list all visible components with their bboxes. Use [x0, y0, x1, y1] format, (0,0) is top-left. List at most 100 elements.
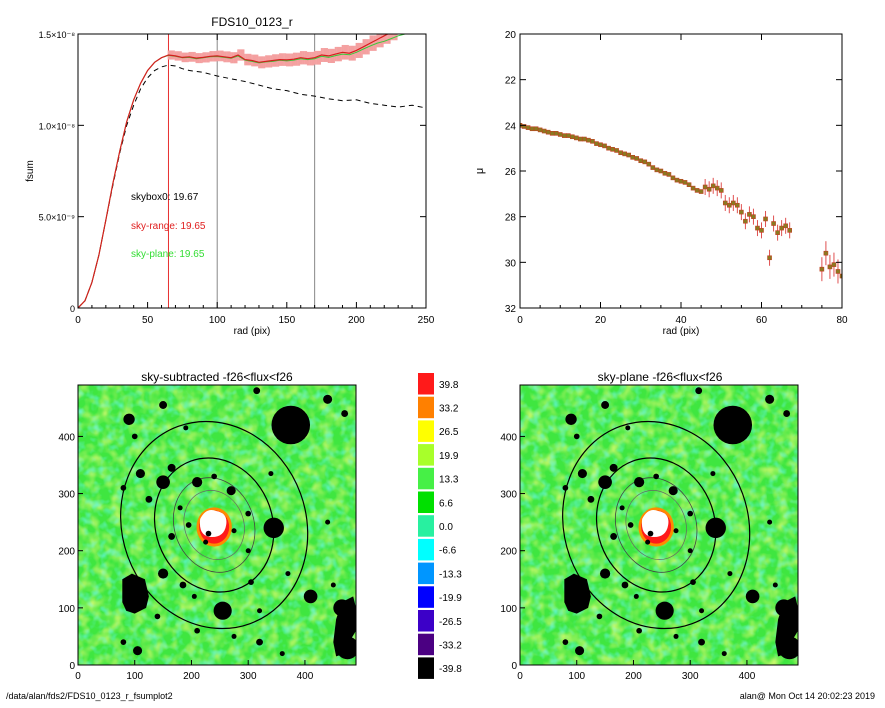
mu-point: [646, 161, 652, 167]
colorbar-swatch: [418, 491, 434, 513]
star-mask: [695, 387, 703, 395]
fsum-error-bars: [167, 34, 398, 69]
colorbar-label: 0.0: [439, 522, 453, 533]
mu-point: [771, 221, 776, 226]
mu-point: [670, 175, 676, 181]
mu-point: [678, 178, 684, 184]
star-mask: [253, 387, 261, 395]
mu-point: [533, 126, 539, 132]
mu-point: [722, 200, 728, 206]
isophote-ellipse-0: [120, 420, 309, 630]
mu-x-tick-label: 20: [595, 315, 607, 326]
mu-point: [541, 128, 547, 134]
star-mask: [690, 579, 696, 585]
isophote-ellipse-3: [625, 490, 687, 560]
star-mask: [599, 568, 611, 579]
colorbar-label: -19.9: [439, 593, 462, 604]
mu-y-tick-label: 20: [505, 30, 517, 41]
star-mask: [157, 568, 169, 579]
image-x-tick-label: 400: [739, 671, 756, 682]
galaxy-core: [641, 510, 669, 537]
colorbar-label: -33.2: [439, 640, 462, 651]
star-mask: [303, 589, 318, 604]
mu-point: [662, 170, 668, 176]
footer-user-timestamp: alan@ Mon Oct 14 20:02:23 2019: [739, 691, 875, 701]
image-y-tick-label: 100: [58, 604, 75, 615]
fsum-y-tick-label: 5.0×10⁻⁹: [39, 213, 76, 223]
mu-point: [666, 172, 672, 177]
colorbar-label: 19.9: [439, 451, 459, 462]
star-mask: [268, 471, 274, 477]
image-y-tick-label: 300: [500, 490, 517, 501]
fsum-y-label: fsum: [25, 160, 36, 182]
mu-point: [839, 273, 842, 279]
star-mask: [601, 401, 610, 409]
mu-points: [520, 123, 842, 289]
mu-point: [642, 159, 648, 165]
star-mask: [713, 405, 753, 445]
star-mask: [577, 469, 587, 479]
star-mask: [245, 510, 252, 517]
colorbar-swatch: [418, 538, 434, 561]
mu-x-label: rad (pix): [663, 326, 700, 337]
star-mask: [619, 505, 625, 511]
star-mask: [634, 477, 645, 488]
mu-point: [537, 127, 543, 133]
mu-axis-ticks: 0 20 40 60 80 20 22 24 26 28 30 32: [505, 30, 848, 326]
star-mask: [775, 596, 798, 657]
mu-point: [586, 137, 591, 143]
colorbar-swatch: [418, 562, 434, 585]
mu-point: [819, 266, 825, 272]
star-mask: [562, 485, 569, 491]
image-y-tick-label: 200: [58, 547, 75, 558]
colorbar-label: 39.8: [439, 380, 459, 391]
mu-point: [634, 156, 640, 161]
sky-subtracted-panel: sky-subtracted -f26<flux<f26 00 100 100 200…: [58, 370, 357, 682]
mu-point: [561, 133, 567, 138]
mu-point: [710, 183, 716, 189]
image-y-tick-label: 400: [500, 432, 517, 443]
sky-plane-axis-ticks: 00 100 100 200 200 300 300 400 400: [500, 432, 755, 682]
star-mask: [673, 528, 679, 534]
colorbar-swatch: [418, 515, 434, 537]
mu-point: [525, 125, 531, 130]
footer-file-path: /data/alan/fds2/FDS10_0123_r_fsumplot2: [6, 691, 173, 701]
star-mask: [179, 581, 187, 589]
star-mask: [587, 495, 595, 503]
star-mask: [783, 410, 791, 417]
mu-point: [755, 225, 760, 231]
image-x-tick-label: 300: [682, 671, 699, 682]
mu-point: [726, 202, 732, 208]
mu-point: [654, 167, 660, 173]
star-mask: [120, 485, 127, 491]
star-mask: [668, 486, 678, 496]
star-mask: [698, 638, 705, 646]
mu-point: [682, 180, 688, 185]
mu-point: [779, 225, 784, 231]
star-mask: [231, 528, 237, 534]
fsum-title: FDS10_0123_r: [211, 15, 292, 29]
star-mask: [248, 579, 254, 585]
star-mask: [333, 596, 356, 657]
mu-point: [622, 151, 627, 157]
image-x-tick-label: 400: [297, 671, 314, 682]
fsum-panel: FDS10_0123_r 0 50 100 150 200 250 0 5.0×10⁻⁹ 1.0…: [25, 15, 435, 337]
star-mask: [673, 633, 679, 639]
mu-point: [731, 200, 736, 206]
star-mask: [598, 475, 612, 489]
mu-point: [714, 185, 720, 191]
mu-point: [702, 184, 708, 190]
star-mask: [325, 519, 331, 525]
star-mask: [323, 394, 333, 404]
star-mask: [245, 548, 251, 554]
mu-point: [553, 131, 559, 136]
fsum-y-tick-label: 1.5×10⁻⁸: [39, 30, 76, 40]
star-mask: [194, 627, 200, 634]
star-mask: [231, 633, 237, 639]
mu-point: [618, 150, 623, 156]
star-mask: [636, 627, 642, 634]
star-mask: [596, 613, 603, 620]
image-x-tick-label: 200: [625, 671, 642, 682]
isophote-ellipse-1: [595, 457, 717, 593]
